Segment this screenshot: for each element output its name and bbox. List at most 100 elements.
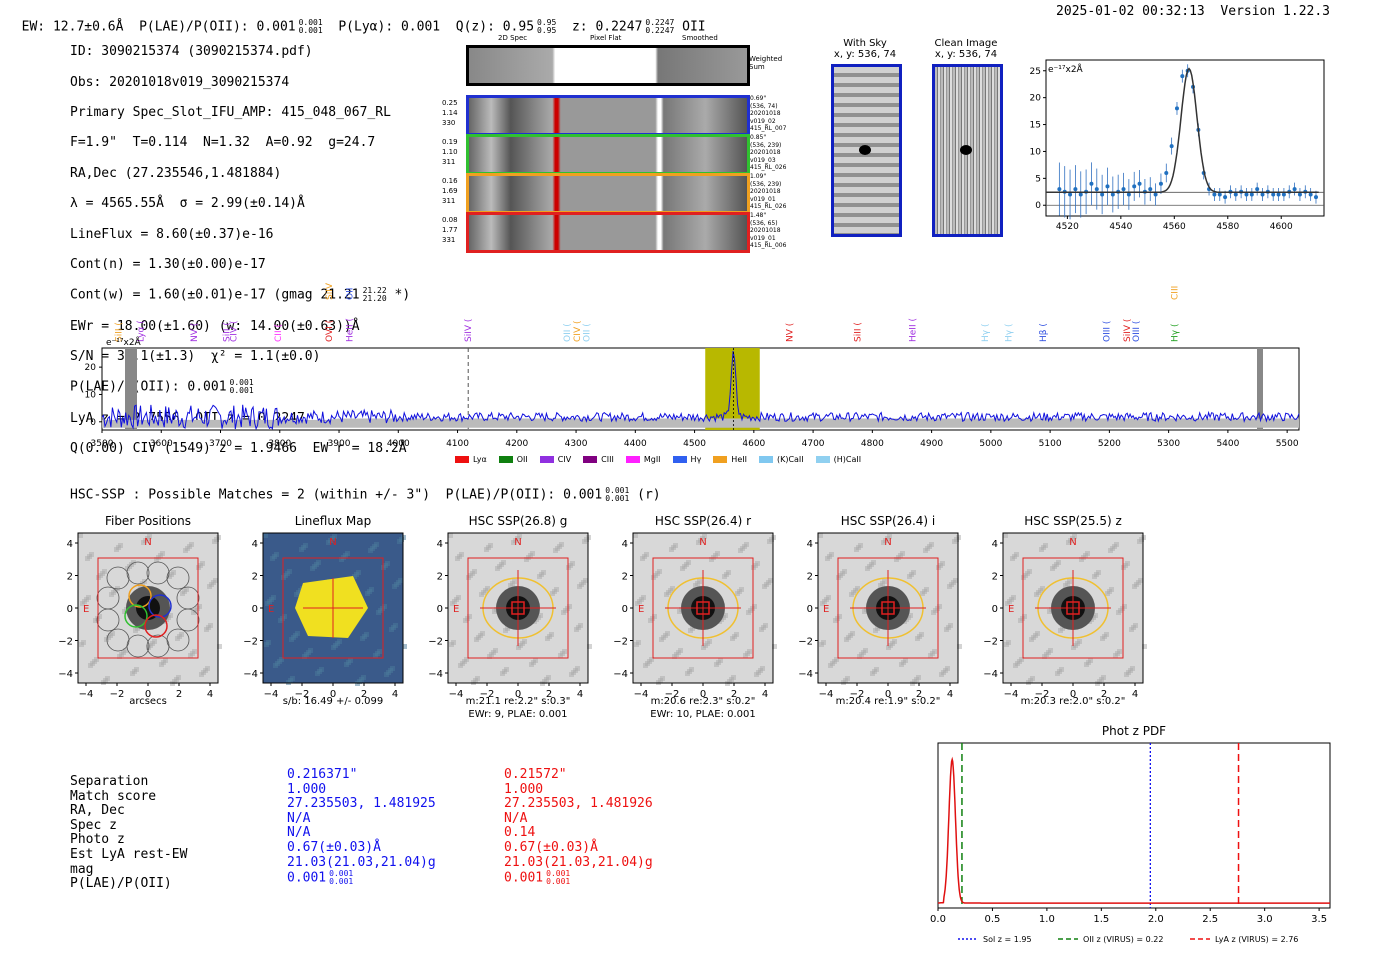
- east-label: E: [83, 604, 89, 615]
- east-label: E: [268, 604, 274, 615]
- noise-pixel: [957, 644, 962, 649]
- noise-pixel: [1108, 548, 1113, 553]
- photz-frame: [937, 742, 1331, 909]
- table-row-label: RA, Dec: [70, 803, 125, 819]
- hsc-panel-title: Fiber Positions: [104, 514, 192, 528]
- table-cell: 0.001 0.001 0.001: [287, 869, 354, 887]
- noise-pixel: [273, 663, 278, 668]
- noise-pixel: [944, 627, 949, 632]
- noise-pixel: [397, 539, 402, 544]
- hsc-summary: HSC-SSP : Possible Matches = 2 (within +…: [70, 486, 661, 503]
- noise-pixel: [389, 627, 394, 632]
- noise-pixel: [310, 566, 315, 571]
- zoom-point: [1137, 181, 1142, 186]
- noise-pixel: [299, 547, 304, 552]
- table-row-label: Est LyA rest-EW: [70, 846, 188, 862]
- hsc-x-tick-label: 0: [885, 689, 891, 700]
- noise-pixel: [1058, 628, 1063, 633]
- noise-pixel: [1142, 644, 1147, 649]
- zoom-y-tick-label: 15: [1030, 121, 1041, 131]
- hsc-x-tick-label: 0: [1070, 689, 1076, 700]
- noise-pixel: [278, 618, 283, 623]
- full-y-tick-label: 0: [90, 418, 96, 428]
- hsc-y-tick-label: −4: [983, 669, 998, 680]
- noise-pixel: [746, 610, 751, 615]
- noise-pixel: [561, 610, 566, 615]
- noise-pixel: [738, 548, 743, 553]
- source-blob: [859, 145, 871, 155]
- noise-pixel: [819, 642, 824, 647]
- spectral-line-label: NV (: [190, 323, 200, 342]
- noise-pixel: [339, 557, 344, 562]
- hsc-x-tick-label: 0: [700, 689, 706, 700]
- spectral-line-label: CIV (: [573, 321, 583, 342]
- spec2d-row: [466, 212, 750, 253]
- hsc-panel: N E 4 2 0 −2 −4 −4 −2 0 2 4: [58, 532, 222, 700]
- spectral-line-label: Hγ (: [1005, 324, 1015, 342]
- north-label: N: [144, 537, 151, 548]
- hsc-panel-caption: s/b: 16.49 +/- 0.099: [282, 696, 384, 707]
- search-box: [282, 557, 384, 659]
- noise-pixel: [78, 533, 83, 538]
- east-label: E: [823, 604, 829, 615]
- table-row-label: P(LAE)/P(OII): [70, 876, 172, 892]
- hsc-y-tick-label: 0: [252, 604, 258, 615]
- zoom-x-ticks: 4520 4540 4560 4580 4600: [1056, 216, 1293, 230]
- photz-legend-label: LyA z (VIRUS) = 2.76: [1215, 935, 1298, 944]
- hsc-y-tick-label: 0: [437, 604, 443, 615]
- noise-pixel: [553, 548, 558, 553]
- noise-pixel: [633, 533, 638, 538]
- noise-pixel: [212, 539, 217, 544]
- noise-pixel: [484, 547, 489, 552]
- zoom-point: [1292, 187, 1297, 192]
- photz-x-ticks: 0.0 0.5 1.0 1.5 2.0 2.5 3.0 3.5: [930, 908, 1327, 925]
- noise-pixel: [122, 609, 127, 614]
- noise-pixel: [159, 662, 164, 667]
- hsc-panel-caption: m:20.6 re:2.3" s:0.2": [650, 696, 756, 707]
- noise-pixel: [881, 540, 886, 545]
- noise-pixel: [479, 592, 484, 597]
- table-cell: 0.67(±0.03)Å: [504, 839, 598, 855]
- noise-pixel: [696, 540, 701, 545]
- zoom-x-tick-label: 4580: [1216, 222, 1239, 230]
- noise-pixel: [1105, 591, 1110, 596]
- hsc-y-tick-label: −2: [798, 637, 813, 648]
- noise-pixel: [1005, 601, 1010, 606]
- full-x-tick-label: 4400: [624, 439, 647, 449]
- spec2d-weighted-sum: [466, 45, 750, 86]
- noise-pixel: [569, 672, 574, 677]
- noise-pixel: [952, 539, 957, 544]
- noise-pixel: [455, 556, 460, 561]
- hsc-y-tick-label: 0: [992, 604, 998, 615]
- clean-image-title: Clean Image x, y: 536, 74: [934, 38, 998, 60]
- noise-pixel: [146, 645, 151, 650]
- hsc-panel: N E 4 2 0 −2 −4 −4 −2 0 2 4: [983, 532, 1147, 700]
- full-x-tick-label: 3500: [91, 439, 114, 449]
- noise-pixel: [672, 654, 677, 659]
- header-z-frac: 0.2247 0.2247: [645, 18, 675, 35]
- spec2d-panel: 2D Spec Pixel Flat Smoothed Weighted Sum…: [440, 30, 800, 260]
- noise-pixel: [458, 663, 463, 668]
- noise-pixel: [183, 548, 188, 553]
- noise-pixel: [1042, 654, 1047, 659]
- spectral-line-label: OIII (: [1102, 321, 1112, 342]
- zoom-point: [1126, 192, 1131, 197]
- full-data: [101, 348, 1300, 431]
- legend-entry: CIII: [583, 455, 614, 464]
- zoom-point: [1132, 184, 1137, 189]
- noise-pixel: [685, 671, 690, 676]
- photz-curve: [937, 756, 1330, 904]
- noise-pixel: [1055, 671, 1060, 676]
- zoom-point: [1078, 192, 1083, 197]
- noise-pixel: [1100, 636, 1105, 641]
- zoom-point: [1233, 192, 1238, 197]
- noise-pixel: [701, 645, 706, 650]
- zoom-point: [1174, 106, 1179, 111]
- hsc-x-tick-label: −4: [819, 689, 834, 700]
- hsc-x-tick-label: 4: [762, 689, 768, 700]
- table-cell: 0.14: [504, 825, 536, 841]
- noise-pixel: [709, 557, 714, 562]
- zoom-point: [1244, 192, 1249, 197]
- header-plae: P(LAE)/P(OII): 0.001: [139, 19, 296, 35]
